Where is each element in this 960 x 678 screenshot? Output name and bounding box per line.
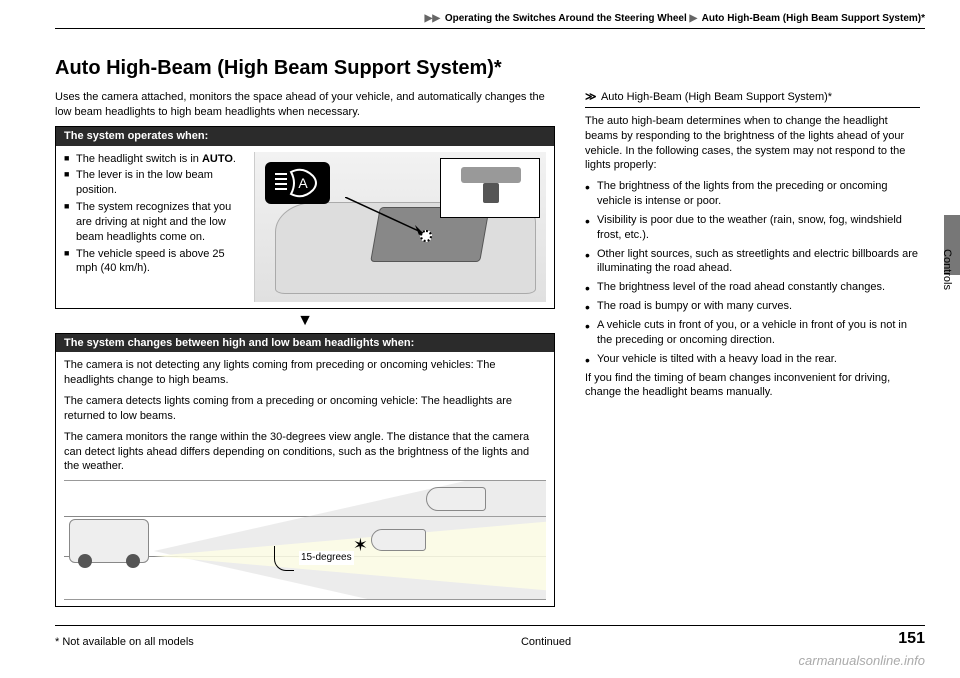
breadcrumb-part2: Auto High-Beam (High Beam Support System… xyxy=(702,13,925,24)
side-outro: If you find the timing of beam changes i… xyxy=(585,371,920,401)
side-title-text: Auto High-Beam (High Beam Support System… xyxy=(601,91,832,103)
left-column: Uses the camera attached, monitors the s… xyxy=(55,90,555,611)
panel-system-operates: The system operates when: The headlight … xyxy=(55,126,555,309)
top-rule xyxy=(55,28,925,29)
angle-label: 15-degrees xyxy=(299,551,354,565)
angle-arc-icon xyxy=(274,546,294,571)
side-item: Other light sources, such as streetlight… xyxy=(585,247,920,277)
breadcrumb-sep-icon: ▶ xyxy=(690,13,698,24)
page-number: 151 xyxy=(898,628,925,650)
panel2-p2: The camera detects lights coming from a … xyxy=(64,394,546,424)
auto-highbeam-badge-icon: A xyxy=(265,162,330,204)
watermark: carmanualsonline.info xyxy=(799,652,925,670)
svg-text:A: A xyxy=(298,175,308,191)
down-arrow-icon: ▼ xyxy=(55,313,555,329)
panel1-item: The lever is in the low beam position. xyxy=(64,168,248,198)
panel1-item: The headlight switch is in AUTO. xyxy=(64,152,248,167)
side-marker-icon: ≫ xyxy=(585,91,597,103)
panel1-bullets: The headlight switch is in AUTO. The lev… xyxy=(64,152,248,277)
side-item: The road is bumpy or with many curves. xyxy=(585,299,920,314)
panel1-item: The vehicle speed is above 25 mph (40 km… xyxy=(64,247,248,277)
side-title: ≫ Auto High-Beam (High Beam Support Syst… xyxy=(585,90,920,108)
panel-system-changes: The system changes between high and low … xyxy=(55,333,555,608)
breadcrumb: ▶▶ Operating the Switches Around the Ste… xyxy=(425,12,925,26)
beam-illustration: ✶ 15-degrees xyxy=(64,480,546,600)
footer-continued: Continued xyxy=(521,635,571,650)
side-intro: The auto high-beam determines when to ch… xyxy=(585,114,920,173)
panel2-header: The system changes between high and low … xyxy=(56,334,554,353)
panel2-p3: The camera monitors the range within the… xyxy=(64,430,546,475)
headlight-glare-icon: ✶ xyxy=(353,533,368,557)
section-label: Controls xyxy=(939,249,954,290)
panel2-p1: The camera is not detecting any lights c… xyxy=(64,358,546,388)
side-item: A vehicle cuts in front of you, or a veh… xyxy=(585,318,920,348)
panel1-item: The system recognizes that you are drivi… xyxy=(64,200,248,245)
page-title: Auto High-Beam (High Beam Support System… xyxy=(55,55,502,82)
intro-text: Uses the camera attached, monitors the s… xyxy=(55,90,555,120)
side-list: The brightness of the lights from the pr… xyxy=(585,179,920,366)
oncoming-car-shape xyxy=(426,487,486,511)
preceding-car-shape xyxy=(371,529,426,551)
vehicle-illustration: A xyxy=(254,152,546,302)
side-item: The brightness of the lights from the pr… xyxy=(585,179,920,209)
side-item: Your vehicle is tilted with a heavy load… xyxy=(585,352,920,367)
mirror-inset-icon xyxy=(440,158,540,218)
footer-note: * Not available on all models xyxy=(55,635,194,650)
right-column: ≫ Auto High-Beam (High Beam Support Syst… xyxy=(585,90,920,406)
side-item: The brightness level of the road ahead c… xyxy=(585,280,920,295)
breadcrumb-arrow-icon: ▶▶ xyxy=(425,13,440,24)
breadcrumb-part1: Operating the Switches Around the Steeri… xyxy=(445,13,687,24)
footer: * Not available on all models Continued … xyxy=(55,625,925,650)
self-car-shape xyxy=(69,519,149,563)
camera-dot-icon xyxy=(420,230,432,242)
side-item: Visibility is poor due to the weather (r… xyxy=(585,213,920,243)
panel1-header: The system operates when: xyxy=(56,127,554,146)
